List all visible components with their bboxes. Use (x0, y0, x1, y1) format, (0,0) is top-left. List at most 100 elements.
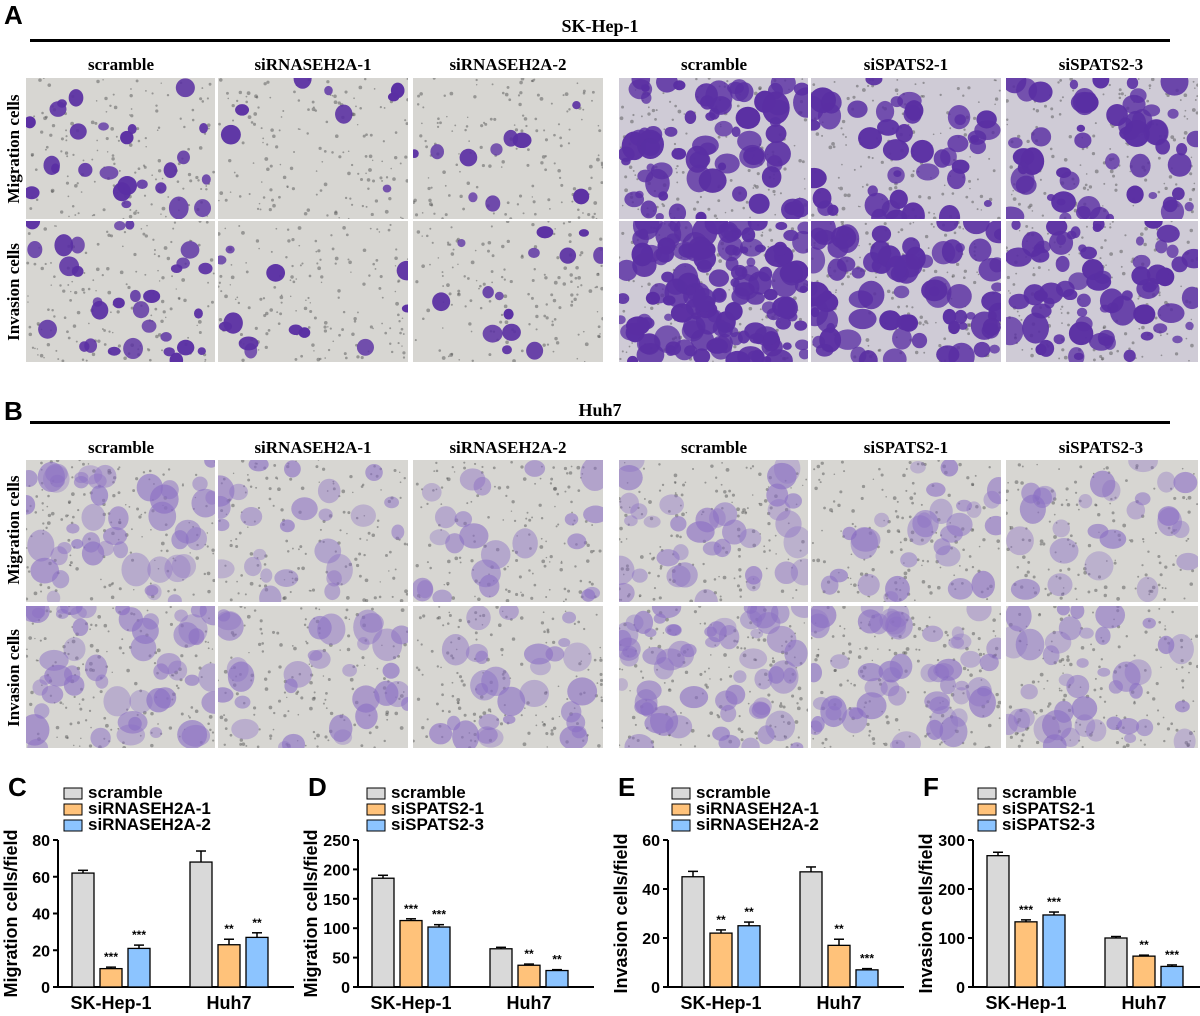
x-tick-label: Huh7 (207, 993, 252, 1013)
legend-label: scramble (696, 783, 771, 802)
y-tick-label: 300 (938, 833, 965, 850)
y-tick-label: 0 (341, 980, 350, 997)
chart-e: E 0 20 40 60 Invasion cells/field ** ** SK-Hep-1… (611, 772, 904, 1013)
legend-swatch (63, 787, 83, 800)
col-label: siSPATS2-3 (1058, 438, 1144, 457)
significance-label: *** (1047, 895, 1061, 909)
y-tick-label: 200 (323, 862, 350, 879)
panel-a-title: SK-Hep-1 (561, 16, 639, 36)
col-label: scramble (680, 438, 748, 457)
y-tick-label: 200 (938, 882, 965, 899)
y-tick-label: 0 (651, 980, 660, 997)
significance-label: ** (744, 905, 754, 919)
legend-swatch (366, 787, 386, 800)
micrograph-image (218, 78, 408, 219)
micrograph-image (1006, 606, 1198, 748)
significance-label: *** (432, 908, 446, 922)
y-tick-label: 150 (323, 892, 350, 909)
bar (799, 871, 823, 988)
bar (245, 936, 269, 988)
legend-label: siSPATS2-1 (391, 799, 484, 818)
y-tick-label: 0 (41, 980, 50, 997)
legend-label: siRNASEH2A-1 (88, 799, 211, 818)
micrograph-image (218, 221, 408, 362)
y-tick-label: 60 (32, 870, 50, 887)
micrograph-image (619, 460, 808, 602)
x-tick-label: Huh7 (817, 993, 862, 1013)
y-tick-label: 50 (332, 951, 350, 968)
bar (827, 944, 851, 988)
micrograph-image (619, 221, 808, 362)
significance-label: ** (1139, 938, 1149, 952)
legend-swatch (366, 819, 386, 832)
bar (1042, 914, 1066, 988)
row-label-migration: Migration cells (4, 475, 23, 585)
legend-label: siSPATS2-3 (391, 815, 484, 834)
y-axis-label: Invasion cells/field (611, 833, 631, 993)
significance-label: *** (132, 928, 146, 942)
bar (217, 944, 241, 988)
legend-swatch (63, 803, 83, 816)
y-tick-label: 60 (642, 833, 660, 850)
legend-label: siRNASEH2A-2 (88, 815, 211, 834)
legend-label: scramble (88, 783, 163, 802)
legend-label: scramble (391, 783, 466, 802)
micrograph-image (413, 460, 603, 602)
bar (545, 969, 569, 988)
bar (99, 967, 123, 988)
micrograph-image (811, 606, 1001, 748)
significance-label: ** (524, 947, 534, 961)
y-axis-label: Invasion cells/field (916, 833, 936, 993)
micrograph-image (218, 606, 408, 748)
significance-label: *** (1165, 948, 1179, 962)
micrograph-image (413, 606, 603, 748)
legend-label: siRNASEH2A-1 (696, 799, 819, 818)
significance-label: *** (1019, 903, 1033, 917)
x-tick-label: SK-Hep-1 (370, 993, 451, 1013)
chart-letter: F (923, 772, 939, 802)
panel-a-arrow (30, 39, 1170, 42)
micrograph-image (1006, 78, 1198, 219)
chart-letter: E (618, 772, 635, 802)
legend-swatch (671, 787, 691, 800)
y-tick-label: 40 (32, 907, 50, 924)
x-tick-label: SK-Hep-1 (70, 993, 151, 1013)
bar (189, 861, 213, 988)
bar (399, 919, 423, 988)
bar (855, 969, 879, 988)
y-axis-label: Migration cells/field (301, 829, 321, 997)
col-label: scramble (87, 438, 155, 457)
legend-label: siSPATS2-1 (1002, 799, 1095, 818)
col-label: siRNASEH2A-2 (449, 55, 567, 74)
bar (681, 876, 705, 988)
y-tick-label: 100 (323, 921, 350, 938)
significance-label: *** (104, 950, 118, 964)
micrograph-image (26, 78, 215, 219)
chart-letter: D (308, 772, 327, 802)
bar (127, 947, 151, 988)
significance-label: *** (860, 952, 874, 966)
col-label: siSPATS2-1 (863, 438, 949, 457)
x-tick-label: SK-Hep-1 (680, 993, 761, 1013)
col-label: siRNASEH2A-1 (254, 438, 372, 457)
micrograph-image (619, 606, 808, 748)
micrograph-image (1006, 221, 1198, 362)
legend-swatch (977, 819, 997, 832)
legend-swatch (671, 819, 691, 832)
panel-letter-a: A (4, 0, 23, 30)
bar (427, 926, 451, 988)
bar (1132, 955, 1156, 988)
micrograph-image (26, 221, 215, 362)
legend-label: siRNASEH2A-2 (696, 815, 819, 834)
micrograph-image (619, 78, 808, 219)
legend-label: scramble (1002, 783, 1077, 802)
legend-label: siSPATS2-3 (1002, 815, 1095, 834)
y-tick-label: 0 (956, 980, 965, 997)
y-tick-label: 20 (32, 943, 50, 960)
legend-swatch (977, 803, 997, 816)
significance-label: ** (834, 922, 844, 936)
micrograph-image (26, 460, 215, 602)
y-tick-label: 40 (642, 882, 660, 899)
